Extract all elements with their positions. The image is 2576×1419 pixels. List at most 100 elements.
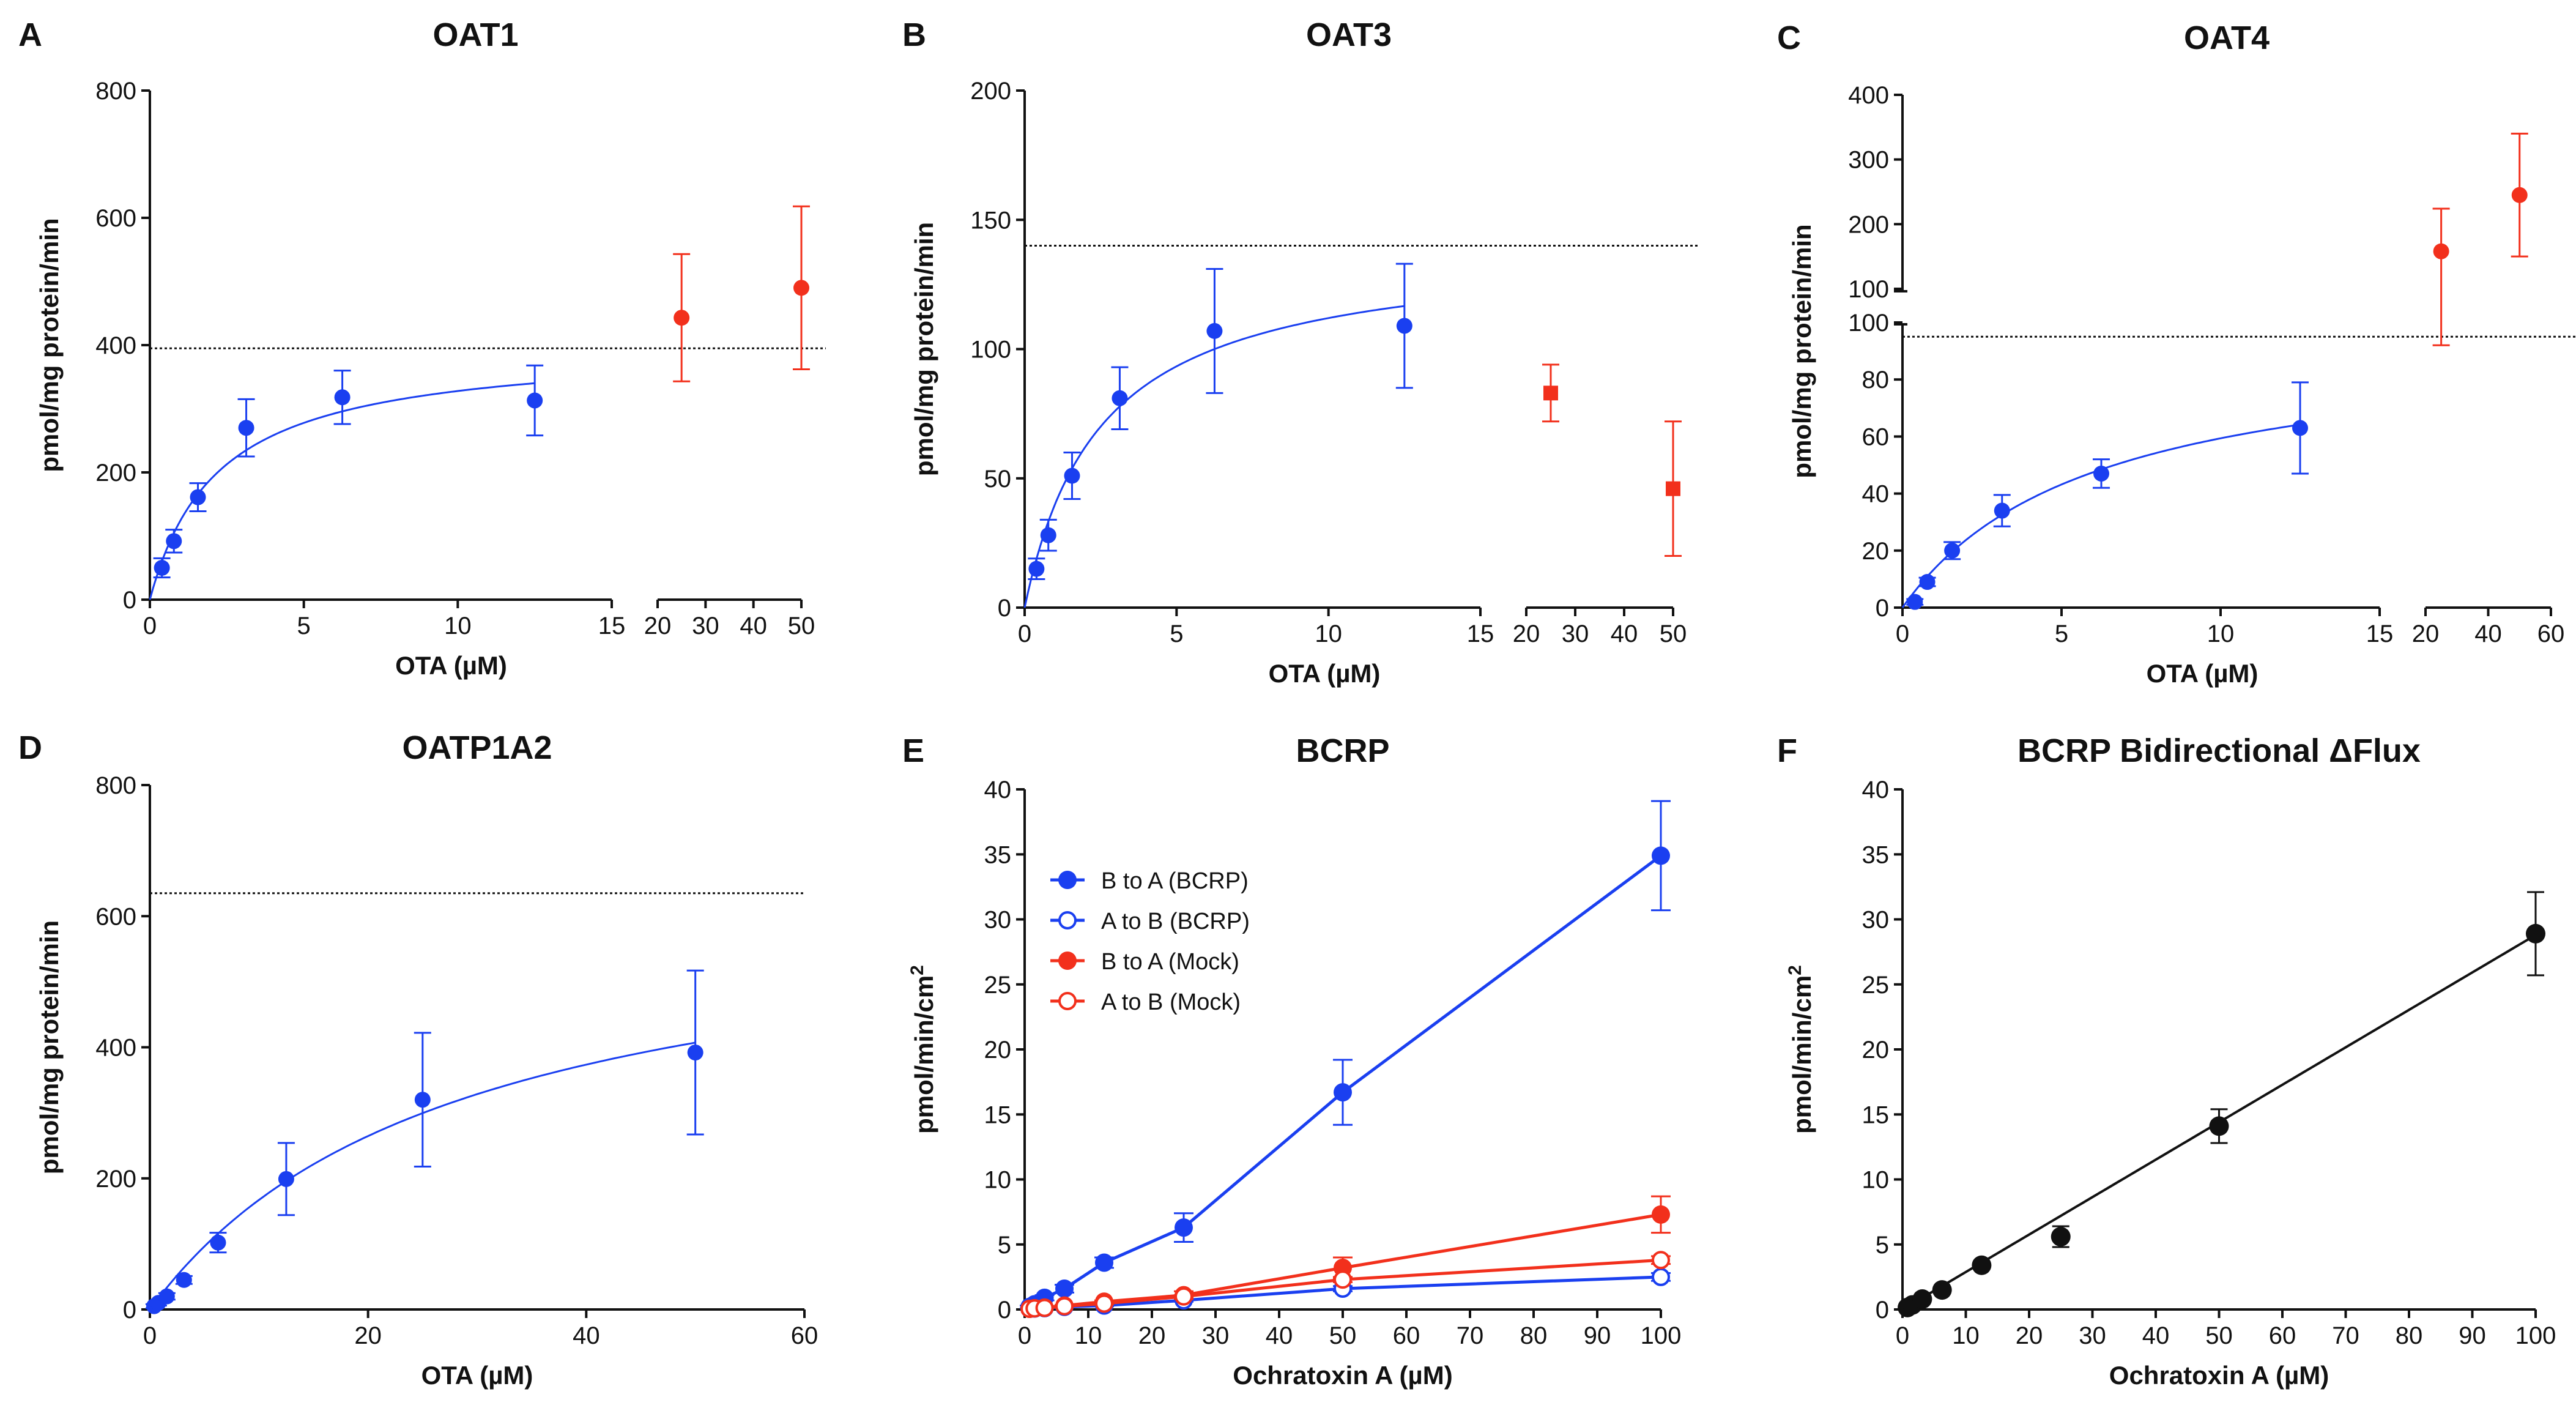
x-break-tick-label: 60 [2537, 620, 2565, 647]
data-point [1396, 318, 1412, 334]
x-tick-label: 60 [2269, 1322, 2296, 1349]
y-tick-label: 50 [984, 466, 1012, 493]
data-point [1040, 527, 1056, 543]
data-point [687, 1045, 703, 1061]
data-point [154, 560, 170, 576]
series-a-to-b-mock- [1020, 1251, 1671, 1318]
data-point [238, 420, 254, 436]
legend-marker [1058, 911, 1077, 929]
x-tick-label: 0 [143, 1322, 157, 1349]
series-excluded [673, 205, 810, 382]
data-point [1055, 1279, 1074, 1298]
data-point [166, 533, 182, 549]
data-point [1095, 1294, 1113, 1313]
y-axis-label-sup: 2 [907, 965, 927, 975]
data-point [1175, 1218, 1193, 1237]
y-tick-label: 0 [998, 595, 1011, 622]
x-break-tick-label: 50 [788, 613, 815, 639]
panel-label: D [18, 729, 42, 766]
panel-label: B [902, 17, 926, 53]
y-tick-label: 5 [998, 1232, 1011, 1259]
x-axis-label: OTA (µM) [2147, 659, 2259, 688]
x-tick-label: 5 [297, 613, 311, 639]
y-tick-label: 200 [95, 460, 136, 486]
x-break-tick-label: 20 [644, 613, 672, 639]
x-tick-label: 0 [1018, 1322, 1031, 1349]
x-break-tick-label: 50 [1660, 620, 1687, 647]
legend-marker [1058, 952, 1077, 970]
y-tick-label: 800 [95, 772, 136, 799]
series-measured [145, 969, 704, 1314]
series--flux [1898, 891, 2545, 1317]
x-tick-label: 10 [1075, 1322, 1102, 1349]
y-tick-label: 0 [123, 1297, 136, 1324]
x-tick-label: 50 [1329, 1322, 1357, 1349]
data-point [1652, 846, 1670, 865]
x-tick-label: 100 [1641, 1322, 1682, 1349]
panel-bcrp-flux: F BCRP Bidirectional ΔFlux051015202530354… [1777, 732, 2556, 1390]
x-tick-label: 20 [354, 1322, 382, 1349]
y-axis-label: pmol/min/cm2 [1785, 965, 1816, 1134]
x-tick-label: 10 [1315, 620, 1342, 647]
panel-oat3: B OAT3 0 50 100 150 200 0 5 10 15 20 30 40 50 OTA (µM) p… [902, 17, 1698, 688]
legend: B to A (BCRP) A to B (BCRP) B to A (Mock) A… [1050, 868, 1250, 1015]
x-axis-label: Ochratoxin A (µM) [1233, 1361, 1452, 1390]
data-point [210, 1234, 226, 1251]
y-tick-label: 40 [1862, 481, 1890, 508]
x-axis-label: OTA (µM) [421, 1361, 533, 1390]
data-point [793, 280, 809, 296]
y-tick-label: 0 [1876, 595, 1889, 622]
legend-marker [1058, 992, 1077, 1010]
x-tick-label: 100 [2515, 1322, 2556, 1349]
panel-oat1: A OAT1 0 200 400 600 800 0 5 10 15 20 30 40 50 OTA (µM)… [18, 17, 826, 680]
x-tick-label: 10 [444, 613, 472, 639]
x-tick-label: 60 [1393, 1322, 1420, 1349]
chart-title: OATP1A2 [402, 729, 552, 766]
y-tick-label: 10 [984, 1167, 1012, 1194]
y-tick-label: 60 [1862, 423, 1890, 450]
data-point [1919, 574, 1936, 590]
y-axis-label: pmol/min/cm2 [907, 965, 938, 1134]
y-tick-label: 25 [1862, 972, 1890, 999]
legend-label: B to A (BCRP) [1101, 868, 1249, 894]
panel-oat4: C OAT4 0 20 40 60 80 100 100 200 300 400 0 5 10 15 20 40 6… [1777, 20, 2575, 688]
y-tick-label: 15 [1862, 1101, 1890, 1128]
y-tick-label: 30 [1862, 907, 1890, 934]
series-measured [1028, 263, 1413, 581]
legend-label: B to A (Mock) [1101, 949, 1239, 975]
x-break-tick-label: 30 [1562, 620, 1589, 647]
data-point [1055, 1297, 1074, 1316]
chart-title: OAT3 [1306, 17, 1392, 53]
y-tick-label: 600 [95, 205, 136, 232]
y-tick-label: 40 [1862, 777, 1890, 803]
x-tick-label: 60 [791, 1322, 818, 1349]
data-point [1652, 1205, 1670, 1224]
panel-label: F [1777, 732, 1797, 769]
x-axis-label: Ochratoxin A (µM) [2109, 1361, 2329, 1390]
y-tick-label: 5 [1876, 1232, 1889, 1259]
data-point [1334, 1270, 1352, 1289]
y-axis-label-text: pmol/min/cm [1787, 975, 1816, 1134]
data-point [1652, 1251, 1670, 1270]
x-break-tick-label: 40 [740, 613, 767, 639]
panel-bcrp: E BCRP 0 5 10 15 20 25 30 35 40 0 10 20 30 40 50 60 70 80 90… [902, 732, 1681, 1390]
y-axis-label-sup: 2 [1785, 965, 1805, 975]
x-tick-label: 0 [143, 613, 157, 639]
y-tick-label: 400 [95, 332, 136, 359]
data-point [1334, 1083, 1352, 1102]
x-break-tick-label: 40 [1611, 620, 1638, 647]
y-tick-label: 30 [984, 907, 1012, 934]
data-point [1035, 1298, 1054, 1317]
x-axis-label: OTA (µM) [395, 651, 507, 680]
x-tick-label: 90 [2459, 1322, 2486, 1349]
legend-label: A to B (Mock) [1101, 989, 1241, 1015]
data-point [1652, 1267, 1670, 1286]
data-point [1944, 542, 1961, 559]
y-axis-label-text: pmol/min/cm [910, 975, 938, 1134]
fit-curve [1901, 423, 2301, 608]
x-tick-label: 40 [573, 1322, 600, 1349]
data-point [2051, 1227, 2071, 1246]
y-tick-label: 80 [1862, 367, 1890, 393]
series-excluded [2432, 132, 2528, 346]
